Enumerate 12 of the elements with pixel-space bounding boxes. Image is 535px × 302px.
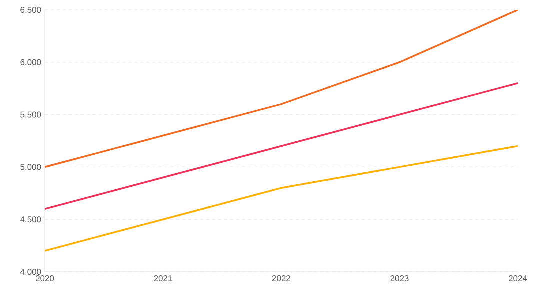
line-series — [45, 10, 518, 168]
y-tick-label: 6.500 — [20, 7, 42, 13]
y-tick-label: 4.500 — [20, 216, 42, 223]
y-tick-label: 5.500 — [20, 112, 42, 118]
x-tick-label: 2023 — [390, 276, 409, 282]
y-tick-label: 5.000 — [20, 164, 42, 170]
y-tick-label: 6.000 — [20, 59, 42, 66]
x-tick-label: 2022 — [272, 276, 290, 282]
x-tick-label: 2024 — [509, 276, 528, 282]
y-tick-label: 4.000 — [20, 269, 42, 275]
x-tick-label: 2020 — [36, 276, 54, 282]
x-tick-label: 2021 — [154, 276, 172, 282]
